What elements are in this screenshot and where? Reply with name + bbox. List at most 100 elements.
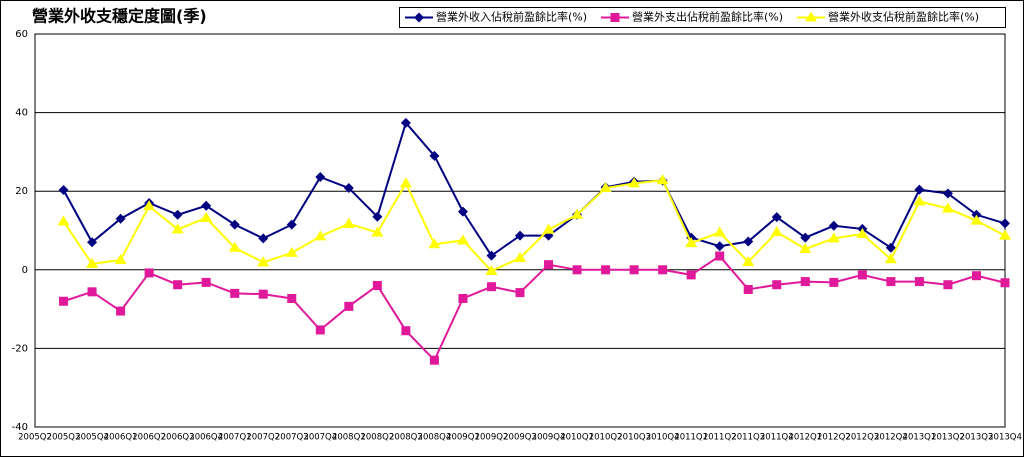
y-tick-label: 0	[22, 265, 28, 276]
x-tick-label: 2006Q4	[189, 433, 223, 443]
x-tick-label: 2011Q1	[674, 433, 708, 443]
data-point	[315, 325, 325, 335]
data-point	[314, 230, 327, 241]
x-tick-label: 2007Q3	[275, 433, 309, 443]
x-tick-label: 2006Q1	[104, 433, 138, 443]
x-tick-label: 2012Q4	[874, 433, 908, 443]
data-point	[686, 270, 696, 280]
data-point	[114, 253, 127, 264]
legend-marker	[610, 13, 620, 22]
data-point	[428, 238, 441, 249]
legend-label: 營業外支出佔稅前盈餘比率(%)	[632, 10, 783, 24]
data-point	[770, 226, 783, 237]
data-point	[828, 220, 839, 231]
data-point	[800, 277, 810, 287]
x-tick-label: 2013Q2	[931, 433, 965, 443]
x-tick-label: 2013Q4	[988, 433, 1022, 443]
data-point	[542, 223, 555, 234]
data-point	[743, 236, 754, 247]
data-point	[485, 264, 498, 275]
x-tick-label: 2008Q1	[332, 433, 366, 443]
x-tick-label: 2005Q4	[75, 433, 109, 443]
x-tick-label: 2009Q4	[532, 433, 566, 443]
chart-title: 營業外收支穩定度圖(季)	[32, 7, 207, 26]
data-point	[315, 172, 326, 183]
x-tick-label: 2011Q4	[760, 433, 794, 443]
x-tick-label: 2011Q2	[703, 433, 737, 443]
x-tick-label: 2007Q2	[246, 433, 280, 443]
y-tick-label: 60	[15, 29, 28, 40]
data-point	[456, 234, 469, 245]
data-point	[599, 182, 612, 193]
data-point	[115, 213, 126, 224]
data-point	[999, 229, 1011, 240]
data-point	[514, 252, 526, 263]
data-point	[856, 228, 869, 239]
data-point	[371, 226, 384, 237]
data-point	[713, 226, 726, 237]
data-point	[201, 200, 212, 211]
data-point	[515, 230, 525, 241]
data-point	[571, 208, 584, 219]
data-point	[200, 211, 213, 222]
x-tick-label: 2013Q3	[960, 433, 994, 443]
data-point	[885, 242, 896, 253]
data-point	[1000, 278, 1010, 288]
data-point	[287, 293, 297, 303]
x-tick-label: 2009Q1	[446, 433, 480, 443]
data-point	[628, 177, 641, 188]
data-point	[173, 280, 183, 290]
x-tick-label: 2006Q3	[161, 433, 195, 443]
data-point	[857, 270, 867, 280]
data-point	[486, 282, 496, 292]
data-point	[342, 217, 355, 228]
data-point	[457, 206, 468, 217]
data-point	[59, 296, 69, 306]
series-line	[63, 254, 1006, 362]
series-line	[62, 120, 1006, 258]
data-point	[57, 215, 70, 226]
y-tick-label: -40	[12, 422, 28, 433]
data-point	[228, 241, 241, 252]
legend-marker	[805, 11, 817, 22]
data-point	[544, 260, 554, 270]
data-point	[772, 280, 782, 290]
data-point	[429, 355, 439, 365]
data-point	[400, 117, 411, 128]
data-point	[943, 280, 953, 290]
x-tick-label: 2005Q2	[18, 433, 52, 443]
data-point	[116, 306, 126, 316]
x-tick-label: 2010Q2	[589, 433, 623, 443]
data-point	[656, 174, 669, 185]
data-point	[399, 177, 412, 188]
data-point	[86, 257, 99, 268]
x-tick-label: 2007Q4	[303, 433, 337, 443]
x-tick-label: 2007Q1	[218, 433, 252, 443]
data-point	[743, 284, 753, 294]
x-tick-label: 2010Q1	[560, 433, 594, 443]
data-point	[1000, 218, 1010, 229]
x-tick-label: 2010Q3	[617, 433, 651, 443]
data-point	[372, 211, 383, 222]
data-point	[742, 255, 755, 266]
data-point	[515, 288, 525, 298]
data-point	[486, 250, 497, 261]
data-point	[87, 237, 98, 248]
data-point	[771, 212, 782, 223]
data-point	[172, 209, 183, 220]
data-point	[799, 242, 812, 253]
data-point	[715, 251, 725, 261]
data-point	[229, 219, 240, 230]
data-point	[58, 185, 69, 196]
data-point	[258, 233, 269, 244]
data-point	[685, 237, 698, 248]
x-tick-label: 2008Q4	[418, 433, 452, 443]
data-point	[401, 326, 411, 336]
data-point	[285, 246, 298, 257]
data-point	[171, 223, 184, 234]
data-point	[87, 287, 97, 297]
x-tick-label: 2008Q2	[360, 433, 394, 443]
data-point	[572, 265, 582, 275]
data-point	[800, 232, 811, 243]
